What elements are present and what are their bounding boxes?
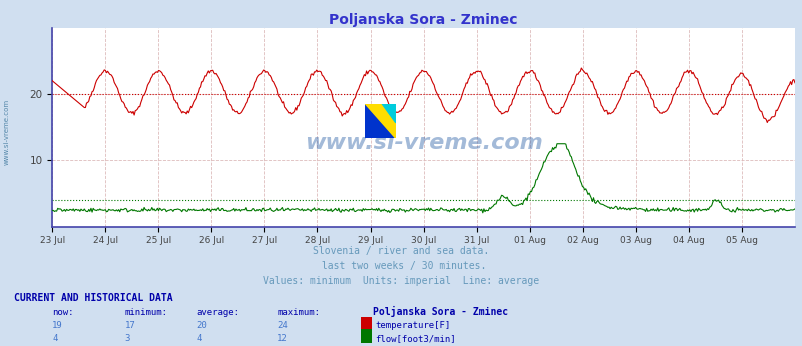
Polygon shape [365, 104, 395, 138]
Text: 4: 4 [52, 334, 58, 343]
Text: Poljanska Sora - Zminec: Poljanska Sora - Zminec [373, 306, 508, 317]
Title: Poljanska Sora - Zminec: Poljanska Sora - Zminec [329, 12, 517, 27]
Text: 3: 3 [124, 334, 130, 343]
Text: last two weeks / 30 minutes.: last two weeks / 30 minutes. [316, 261, 486, 271]
Text: maximum:: maximum: [277, 308, 320, 317]
Text: 4: 4 [196, 334, 202, 343]
Text: 24: 24 [277, 321, 287, 330]
Text: www.si-vreme.com: www.si-vreme.com [3, 98, 10, 165]
Text: CURRENT AND HISTORICAL DATA: CURRENT AND HISTORICAL DATA [14, 293, 173, 303]
Text: now:: now: [52, 308, 74, 317]
Text: Values: minimum  Units: imperial  Line: average: Values: minimum Units: imperial Line: av… [263, 276, 539, 286]
Polygon shape [365, 104, 395, 138]
Text: Slovenia / river and sea data.: Slovenia / river and sea data. [313, 246, 489, 256]
Text: 17: 17 [124, 321, 135, 330]
Text: minimum:: minimum: [124, 308, 168, 317]
Text: average:: average: [196, 308, 240, 317]
Text: 19: 19 [52, 321, 63, 330]
Text: 20: 20 [196, 321, 207, 330]
Text: temperature[F]: temperature[F] [375, 321, 450, 330]
Text: 12: 12 [277, 334, 287, 343]
Polygon shape [382, 104, 395, 123]
Text: flow[foot3/min]: flow[foot3/min] [375, 334, 455, 343]
Text: www.si-vreme.com: www.si-vreme.com [304, 133, 542, 153]
